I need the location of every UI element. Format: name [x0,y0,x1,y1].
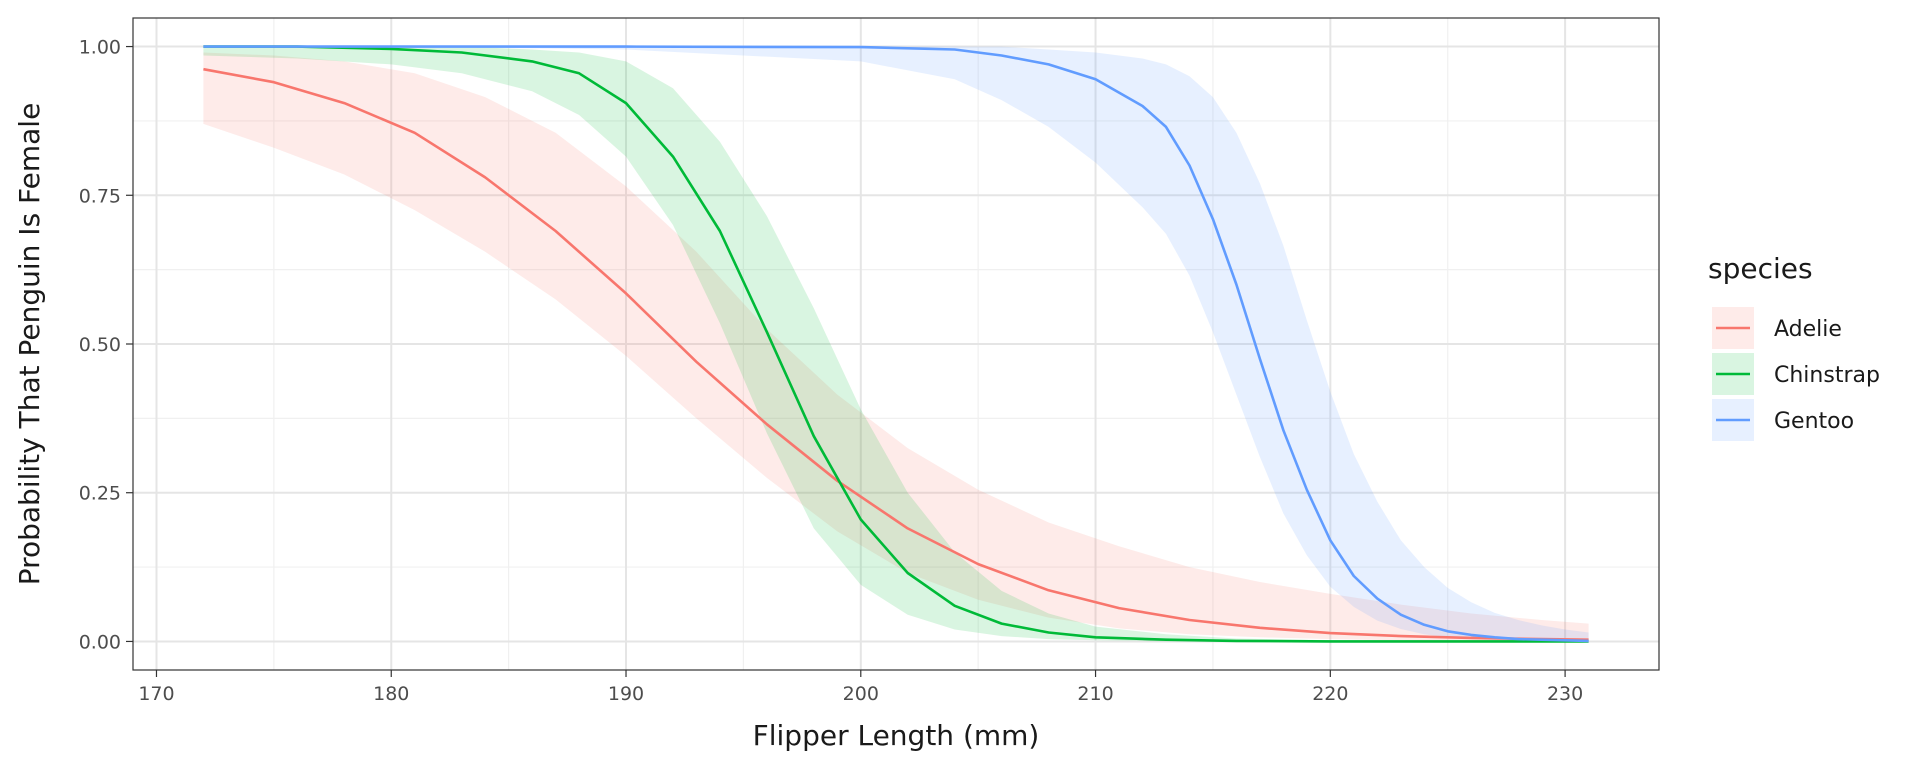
legend-item-chinstrap: Chinstrap [1712,353,1880,395]
ribbon-gentoo [203,46,1589,642]
x-axis-title: Flipper Length (mm) [753,719,1040,752]
x-tick-label: 180 [373,683,409,705]
x-tick-label: 190 [608,683,644,705]
legend-title: species [1708,252,1813,285]
grid-lines [133,18,1659,670]
legend-label-chinstrap: Chinstrap [1774,363,1880,388]
legend-label-adelie: Adelie [1774,317,1842,342]
y-tick-label: 0.00 [79,631,121,653]
legend: species Adelie Chinstrap Gentoo [1708,252,1880,441]
y-tick-label: 0.75 [79,185,121,207]
x-tick-label: 230 [1547,683,1583,705]
legend-item-gentoo: Gentoo [1712,399,1854,441]
axes: 170 180 190 200 210 220 230 0.00 0.25 0.50 0.75 1.0… [79,37,1584,705]
y-axis-title: Probability That Penguin Is Female [13,103,46,586]
x-tick-label: 170 [138,683,174,705]
y-tick-label: 1.00 [79,37,121,59]
x-tick-label: 210 [1077,683,1113,705]
line-chinstrap [203,45,1589,643]
series-lines [203,45,1589,643]
confidence-ribbons [203,46,1589,642]
x-tick-label: 220 [1312,683,1348,705]
ribbon-adelie [203,52,1589,642]
legend-label-gentoo: Gentoo [1774,409,1854,434]
ribbon-chinstrap [203,46,1589,642]
x-tick-label: 200 [843,683,879,705]
legend-item-adelie: Adelie [1712,307,1842,349]
y-tick-label: 0.50 [79,334,121,356]
line-adelie [203,67,1589,641]
y-tick-label: 0.25 [79,483,121,505]
line-gentoo [203,45,1589,643]
